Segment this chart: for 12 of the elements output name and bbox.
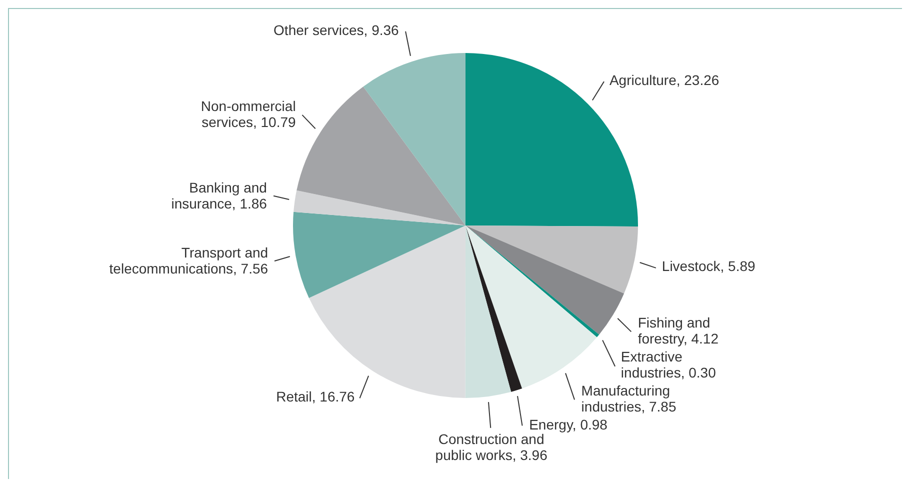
slice-label: Agriculture, 23.26 <box>609 72 720 88</box>
slice-label: Other services, 9.36 <box>274 22 400 38</box>
slice-label: Livestock, 5.89 <box>662 258 756 274</box>
slice-label: Retail, 16.76 <box>276 388 355 405</box>
slice-label: Construction and public works, 3.96 <box>435 431 548 464</box>
slice-label: Transport and telecommunications, 7.56 <box>109 244 268 276</box>
slice-label: Fishing and forestry, 4.12 <box>638 314 719 346</box>
slice-label: Energy, 0.98 <box>529 416 608 432</box>
slice-label: Manufacturing industries, 7.85 <box>581 382 676 414</box>
slice-label: Banking and insurance, 1.86 <box>171 179 268 212</box>
slice-label: Non-ommercial services, 10.79 <box>200 98 296 130</box>
slice-label: Extractive industries, 0.30 <box>620 348 716 380</box>
